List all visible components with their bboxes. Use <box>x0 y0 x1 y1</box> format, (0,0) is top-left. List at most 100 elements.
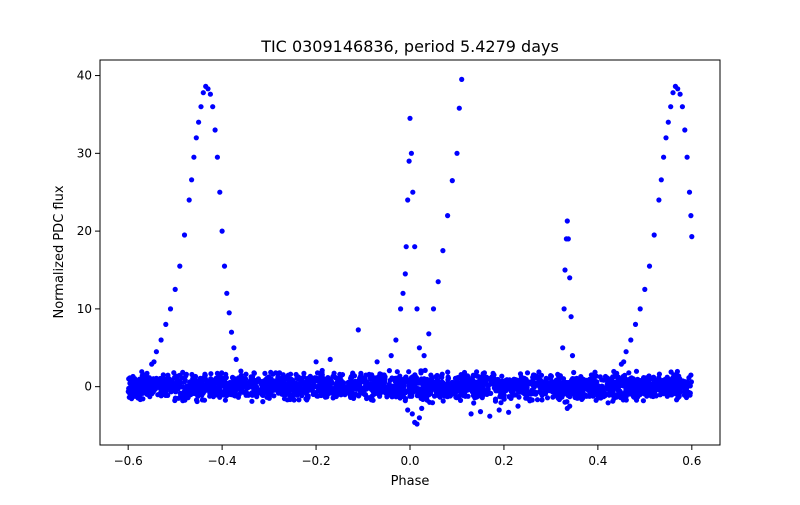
baseline-point <box>230 390 236 397</box>
baseline-point <box>640 398 647 404</box>
baseline-point <box>287 393 293 399</box>
x-axis-ticks: −0.6 −0.4 −0.2 0.0 0.2 0.4 0.6 <box>114 445 701 468</box>
baseline-point <box>587 390 594 396</box>
data-point <box>406 158 412 164</box>
baseline-point <box>262 370 268 376</box>
data-point <box>663 135 669 141</box>
baseline-point <box>471 384 477 390</box>
baseline-point <box>618 376 624 383</box>
baseline-point <box>654 380 660 386</box>
baseline-point <box>284 397 290 403</box>
data-point <box>196 119 202 125</box>
baseline-point <box>155 392 161 398</box>
baseline-point <box>653 393 659 399</box>
baseline-point <box>295 374 301 380</box>
baseline-point <box>402 389 408 395</box>
baseline-point <box>620 382 627 388</box>
baseline-point <box>194 398 200 405</box>
baseline-point <box>291 397 297 403</box>
data-point <box>646 263 653 269</box>
baseline-point <box>350 370 356 376</box>
baseline-point <box>459 382 465 388</box>
baseline-point <box>179 384 185 390</box>
data-point <box>562 267 568 273</box>
baseline-point <box>501 392 507 398</box>
data-point <box>632 321 639 327</box>
baseline-point <box>495 376 501 383</box>
baseline-point <box>296 397 302 403</box>
baseline-point <box>139 369 145 375</box>
baseline-point <box>268 376 274 382</box>
baseline-point <box>664 393 670 399</box>
baseline-point <box>388 384 394 390</box>
data-point <box>421 353 427 359</box>
baseline-point <box>182 397 188 403</box>
baseline-point <box>270 371 276 377</box>
baseline-point <box>544 395 551 401</box>
baseline-point <box>524 385 530 391</box>
baseline-point <box>273 378 280 384</box>
baseline-point <box>646 373 652 379</box>
baseline-point <box>595 391 602 397</box>
data-point <box>604 381 610 387</box>
baseline-point <box>358 370 364 376</box>
y-tick-label: 30 <box>77 146 92 160</box>
baseline-point <box>304 384 310 390</box>
data-point <box>153 349 159 355</box>
data-point <box>177 263 183 269</box>
data-point <box>212 127 218 133</box>
baseline-point <box>656 375 662 381</box>
baseline-point <box>544 385 551 391</box>
baseline-point <box>498 400 504 406</box>
baseline-point <box>372 377 378 383</box>
baseline-point <box>660 387 666 393</box>
baseline-point <box>166 375 172 381</box>
baseline-point <box>687 392 693 398</box>
data-point <box>440 248 446 254</box>
baseline-point <box>495 387 501 393</box>
baseline-point <box>361 385 367 391</box>
baseline-point <box>173 384 179 390</box>
data-point <box>355 327 361 333</box>
baseline-point <box>304 397 310 403</box>
baseline-point <box>567 394 573 400</box>
baseline-point <box>434 379 440 385</box>
baseline-point <box>170 380 176 387</box>
data-point <box>454 150 460 156</box>
baseline-point <box>483 374 490 380</box>
data-point <box>414 421 420 427</box>
baseline-point <box>587 382 593 388</box>
data-point <box>564 218 570 224</box>
data-point <box>405 407 411 413</box>
baseline-point <box>444 392 450 398</box>
baseline-point <box>555 378 561 384</box>
baseline-point <box>637 391 643 397</box>
baseline-point <box>222 397 228 403</box>
baseline-point <box>224 393 230 399</box>
baseline-point <box>234 383 240 389</box>
data-point <box>191 154 197 160</box>
data-point <box>419 368 425 374</box>
baseline-point <box>464 375 470 382</box>
baseline-point <box>580 395 586 401</box>
baseline-point <box>131 391 137 397</box>
data-point <box>172 286 178 292</box>
baseline-point <box>312 383 318 390</box>
data-point <box>193 135 199 141</box>
baseline-point <box>621 395 627 402</box>
baseline-point <box>376 392 382 398</box>
baseline-point <box>140 396 146 402</box>
baseline-point <box>259 383 265 389</box>
baseline-point <box>543 376 549 382</box>
data-point <box>416 345 422 351</box>
baseline-point <box>560 381 566 387</box>
baseline-point <box>672 387 678 394</box>
baseline-point <box>135 387 141 393</box>
baseline-point <box>637 382 643 388</box>
baseline-point <box>243 389 249 396</box>
baseline-point <box>389 392 395 398</box>
baseline-point <box>283 382 289 388</box>
baseline-point <box>324 384 330 390</box>
